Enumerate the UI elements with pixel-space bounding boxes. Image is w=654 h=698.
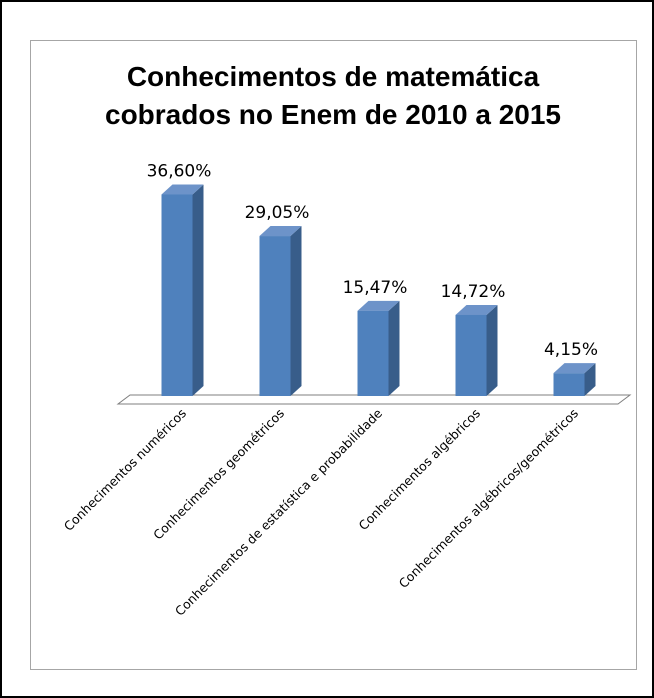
bar-top-face [161,184,204,195]
bar-3 [357,300,400,396]
value-label-4: 14,72% [441,282,506,302]
bar-side-face [486,304,498,396]
chart-floor-layer [116,394,632,405]
bar-front-face [259,236,291,396]
bar-front-face [161,194,193,396]
value-label-5: 4,15% [544,340,598,360]
value-label-3: 15,47% [343,278,408,298]
bar-4 [455,304,498,396]
bar-top-face [553,363,596,374]
chart-floor [116,394,632,405]
category-label-3: Conhecimentos de estatística e probabili… [172,405,385,618]
chart-title-line-2: cobrados no Enem de 2010 a 2015 [105,99,561,130]
bar-side-face [584,363,596,396]
bars-layer [161,184,596,396]
bar-side-face [290,226,302,396]
bar-top-face [455,304,498,315]
bar-1 [161,184,204,396]
chart-area [30,40,637,670]
bar-side-face [388,300,400,396]
bar-top-face [259,226,302,237]
bar-front-face [357,310,389,396]
value-labels-layer: 36,60% 29,05% 15,47% 14,72% 4,15% [147,161,598,360]
bar-side-face [192,184,204,396]
chart-title-line-1: Conhecimentos de matemática [126,61,540,92]
bar-front-face [553,373,585,396]
category-label-5: Conhecimentos algébricos/geométricos [396,406,581,591]
bar-5 [553,363,596,396]
bar-top-face [357,300,400,311]
value-label-2: 29,05% [245,203,310,223]
chart-title: Conhecimentos de matemática cobrados no … [30,58,636,134]
value-label-1: 36,60% [147,161,212,181]
bar-front-face [455,314,487,396]
bar-2 [259,226,302,396]
